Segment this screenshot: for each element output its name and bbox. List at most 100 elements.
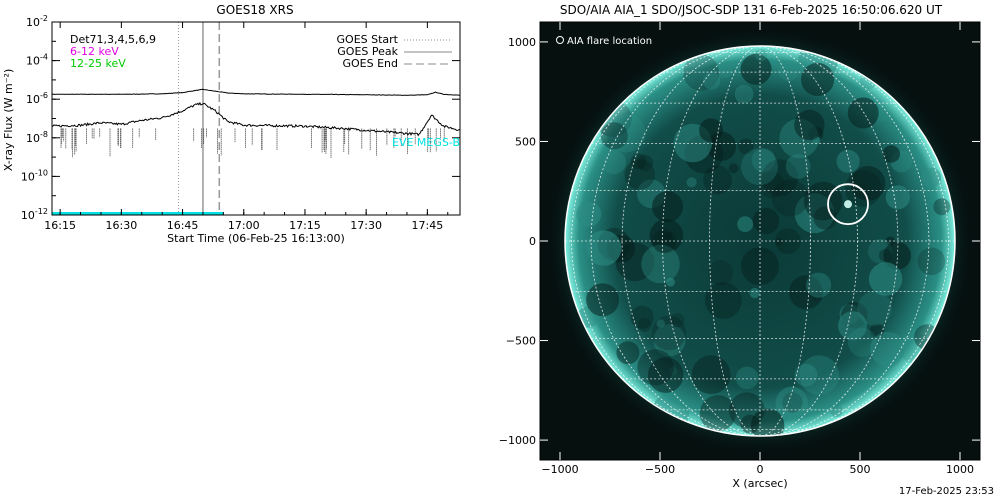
disk-feature: [715, 60, 734, 78]
disk-feature: [775, 237, 784, 246]
aia-y-tick-label: 1000: [508, 36, 536, 49]
disk-feature: [656, 319, 665, 328]
disk-feature: [728, 163, 739, 174]
goes-x-tick-label: 17:30: [350, 219, 382, 232]
disk-feature: [830, 404, 843, 417]
goes-x-axis: 16:15 16:30 16:45 17:00 17:15 17:30 17:45: [44, 22, 449, 232]
longitude-line: [590, 45, 761, 437]
goes-x-tick-label: 16:30: [106, 219, 138, 232]
disk-feature: [794, 363, 818, 387]
disk-feature: [741, 148, 778, 186]
disk-feature: [616, 341, 640, 365]
flare-kernel: [844, 200, 852, 209]
disk-feature: [630, 305, 654, 329]
goes-y-tick-label: 10-8: [26, 130, 48, 145]
disk-feature: [794, 193, 835, 234]
aia-x-axis-label: X (arcsec): [732, 477, 787, 490]
disk-feature: [750, 408, 785, 436]
disk-feature: [813, 206, 837, 230]
disk-feature: [686, 177, 697, 188]
legend-goes-end: GOES End: [342, 57, 398, 70]
goes-x-tick-label: 17:00: [228, 219, 260, 232]
flare-legend-label: AIA flare location: [567, 36, 652, 47]
aia-y-tick-label: 500: [515, 135, 536, 148]
disk-feature: [666, 277, 675, 287]
disk-feature: [602, 150, 626, 175]
longitude-line: [621, 45, 761, 437]
aia-x-tick-label: −1000: [541, 463, 578, 476]
goes-y-axis-label: X-ray Flux (W m⁻²): [2, 69, 15, 171]
longitude-line: [759, 45, 899, 437]
disk-feature: [740, 414, 760, 434]
eve-megs-b-label: EVE MEGS-B: [392, 136, 460, 149]
disk-feature: [752, 207, 780, 235]
disk-feature: [799, 355, 840, 396]
aia-title: SDO/AIA AIA_1 SDO/JSOC-SDP 131 6-Feb-202…: [560, 3, 943, 17]
disk-feature: [652, 191, 683, 223]
longitude-line: [759, 45, 858, 437]
disk-feature: [637, 154, 654, 172]
goes-chart-title: GOES18 XRS: [216, 3, 293, 17]
disk-feature: [878, 249, 892, 262]
goes-x-tick-label: 17:45: [412, 219, 444, 232]
legend-goes-start: GOES Start: [337, 33, 399, 46]
goes-marker-legend: GOES Start GOES Peak GOES End: [337, 33, 452, 70]
aia-y-axis: 1000 500 0 −500 −1000: [499, 36, 980, 447]
disk-feature: [735, 366, 759, 390]
disk-feature: [775, 228, 801, 255]
disk-feature: [811, 290, 823, 301]
aia-y-tick-label: 0: [529, 235, 536, 248]
disk-feature: [652, 229, 677, 254]
longitude-line: [662, 45, 761, 437]
disk-feature: [651, 315, 687, 351]
legend-12-25-kev: 12-25 keV: [70, 57, 126, 70]
goes-series-1: [51, 88, 460, 96]
aia-x-tick-label: −500: [645, 463, 675, 476]
aia-y-tick-label: −500: [506, 335, 536, 348]
disk-feature: [691, 355, 731, 395]
aia-x-axis: −1000 −500 0 500 1000: [541, 22, 974, 476]
disk-feature: [755, 49, 768, 62]
disk-feature: [641, 244, 680, 284]
goes-series-2: [51, 101, 461, 137]
longitude-line: [759, 45, 811, 437]
flare-legend-symbol: [556, 36, 564, 44]
solar-disk-texture: [576, 46, 951, 436]
disk-feature: [885, 185, 910, 210]
disk-feature: [869, 323, 885, 339]
disk-feature: [703, 165, 732, 195]
disk-feature: [758, 171, 785, 199]
disk-feature: [868, 262, 903, 296]
flare-location-circle: [827, 183, 869, 226]
disk-feature: [857, 291, 892, 326]
aia-y-tick-label: −1000: [499, 434, 536, 447]
goes-x-tick-label: 16:45: [167, 219, 199, 232]
disk-feature: [847, 97, 879, 129]
disk-feature: [850, 166, 886, 201]
goes-x-tick-label: 16:15: [44, 219, 76, 232]
disk-feature: [703, 72, 721, 90]
disk-feature: [836, 149, 860, 173]
disk-feature: [586, 283, 620, 317]
goes-y-axis: 10-2 10-4 10-6 10-8 10-10 10-12: [21, 14, 460, 222]
disk-feature: [751, 148, 776, 173]
detector-label: Det71,3,4,5,6,9: [70, 33, 156, 46]
disk-feature: [883, 241, 911, 270]
disk-feature: [615, 242, 655, 282]
aia-x-tick-label: 1000: [946, 463, 974, 476]
disk-feature: [586, 230, 622, 266]
disk-feature: [670, 313, 685, 328]
disk-feature: [734, 84, 754, 104]
disk-feature: [737, 216, 753, 233]
disk-feature: [782, 392, 803, 413]
disk-feature: [630, 153, 647, 170]
goes-y-tick-label: 10-2: [26, 14, 48, 29]
disk-feature: [624, 159, 655, 190]
aia-x-tick-label: 0: [757, 463, 764, 476]
disk-feature: [606, 113, 646, 153]
legend-6-12-kev: 6-12 keV: [70, 45, 119, 58]
disk-feature: [917, 247, 946, 276]
disk-feature: [778, 60, 800, 81]
disk-feature: [699, 118, 723, 143]
aia-image-panel: SDO/AIA AIA_1 SDO/JSOC-SDP 131 6-Feb-202…: [499, 3, 981, 490]
